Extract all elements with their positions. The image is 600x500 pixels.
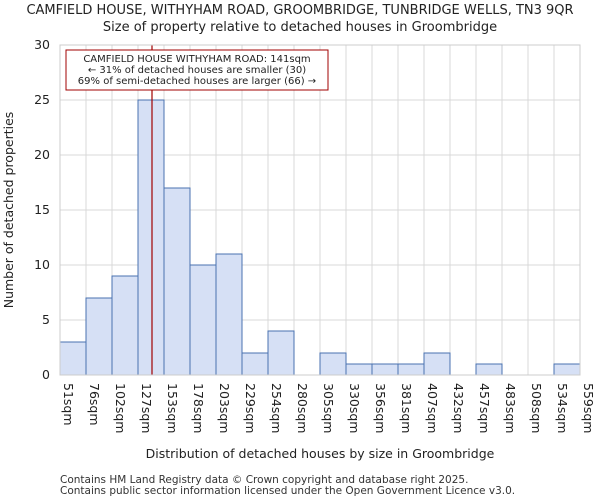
bar-127sqm bbox=[137, 99, 165, 376]
annotation-line-1: CAMFIELD HOUSE WITHYHAM ROAD: 141sqm bbox=[83, 54, 310, 65]
plot-frame bbox=[59, 44, 581, 376]
bar-381sqm bbox=[397, 363, 425, 376]
footer-line-2: Contains public sector information licen… bbox=[60, 485, 515, 497]
bar-457sqm bbox=[475, 363, 503, 376]
x-tick-label: 407sqm bbox=[425, 383, 440, 433]
y-tick-label: 0 bbox=[42, 367, 50, 382]
bar-254sqm bbox=[267, 330, 295, 376]
x-tick-label: 432sqm bbox=[451, 383, 466, 433]
chart-subtitle: Size of property relative to detached ho… bbox=[103, 20, 497, 35]
bars bbox=[59, 99, 581, 376]
x-tick-label: 178sqm bbox=[191, 383, 206, 433]
x-tick-label: 356sqm bbox=[373, 383, 388, 433]
x-tick-label: 203sqm bbox=[217, 383, 232, 433]
y-tick-label: 20 bbox=[34, 147, 50, 162]
bar-76sqm bbox=[85, 297, 113, 376]
x-tick-label: 51sqm bbox=[61, 383, 76, 426]
bar-178sqm bbox=[189, 264, 217, 376]
chart-title: CAMFIELD HOUSE, WITHYHAM ROAD, GROOMBRID… bbox=[26, 3, 573, 18]
annotation-box: CAMFIELD HOUSE WITHYHAM ROAD: 141sqm ← 3… bbox=[65, 49, 329, 91]
bar-51sqm bbox=[59, 341, 87, 376]
bar-229sqm bbox=[241, 352, 269, 376]
y-tick-label: 25 bbox=[34, 92, 50, 107]
bar-153sqm bbox=[163, 187, 191, 376]
y-tick-label: 10 bbox=[34, 257, 50, 272]
x-axis-label: Distribution of detached houses by size … bbox=[146, 446, 495, 461]
x-tick-label: 534sqm bbox=[555, 383, 570, 433]
bar-330sqm bbox=[345, 363, 373, 376]
x-tick-label: 280sqm bbox=[295, 383, 310, 433]
x-tick-label: 76sqm bbox=[87, 383, 102, 426]
x-tick-label: 381sqm bbox=[399, 383, 414, 433]
x-tick-label: 153sqm bbox=[165, 383, 180, 433]
x-tick-label: 330sqm bbox=[347, 383, 362, 433]
x-tick-label: 102sqm bbox=[113, 383, 128, 433]
x-ticks: 51sqm 76sqm 102sqm 127sqm 153sqm 178sqm 203sqm… bbox=[61, 383, 596, 433]
x-tick-label: 127sqm bbox=[139, 383, 154, 433]
annotation-line-3: 69% of semi-detached houses are larger (… bbox=[78, 76, 316, 87]
x-tick-label: 229sqm bbox=[243, 383, 258, 433]
x-tick-label: 508sqm bbox=[529, 383, 544, 433]
bar-305sqm bbox=[319, 352, 347, 376]
bar-356sqm bbox=[371, 363, 399, 376]
x-tick-label: 305sqm bbox=[321, 383, 336, 433]
footer-line-1: Contains HM Land Registry data © Crown c… bbox=[60, 474, 468, 486]
y-ticks: 0 5 10 15 20 25 30 bbox=[34, 37, 50, 382]
bar-407sqm bbox=[423, 352, 451, 376]
x-tick-label: 457sqm bbox=[477, 383, 492, 433]
bar-102sqm bbox=[111, 275, 139, 376]
annotation-line-2: ← 31% of detached houses are smaller (30… bbox=[88, 65, 306, 76]
y-tick-label: 15 bbox=[34, 202, 50, 217]
x-tick-label: 483sqm bbox=[503, 383, 518, 433]
y-tick-label: 5 bbox=[42, 312, 50, 327]
annotation-frame bbox=[65, 49, 329, 91]
x-tick-label: 559sqm bbox=[581, 383, 596, 433]
y-axis-label: Number of detached properties bbox=[1, 112, 16, 309]
x-tick-label: 254sqm bbox=[269, 383, 284, 433]
bar-203sqm bbox=[215, 253, 243, 376]
y-tick-label: 30 bbox=[34, 37, 50, 52]
bar-534sqm bbox=[553, 363, 581, 376]
